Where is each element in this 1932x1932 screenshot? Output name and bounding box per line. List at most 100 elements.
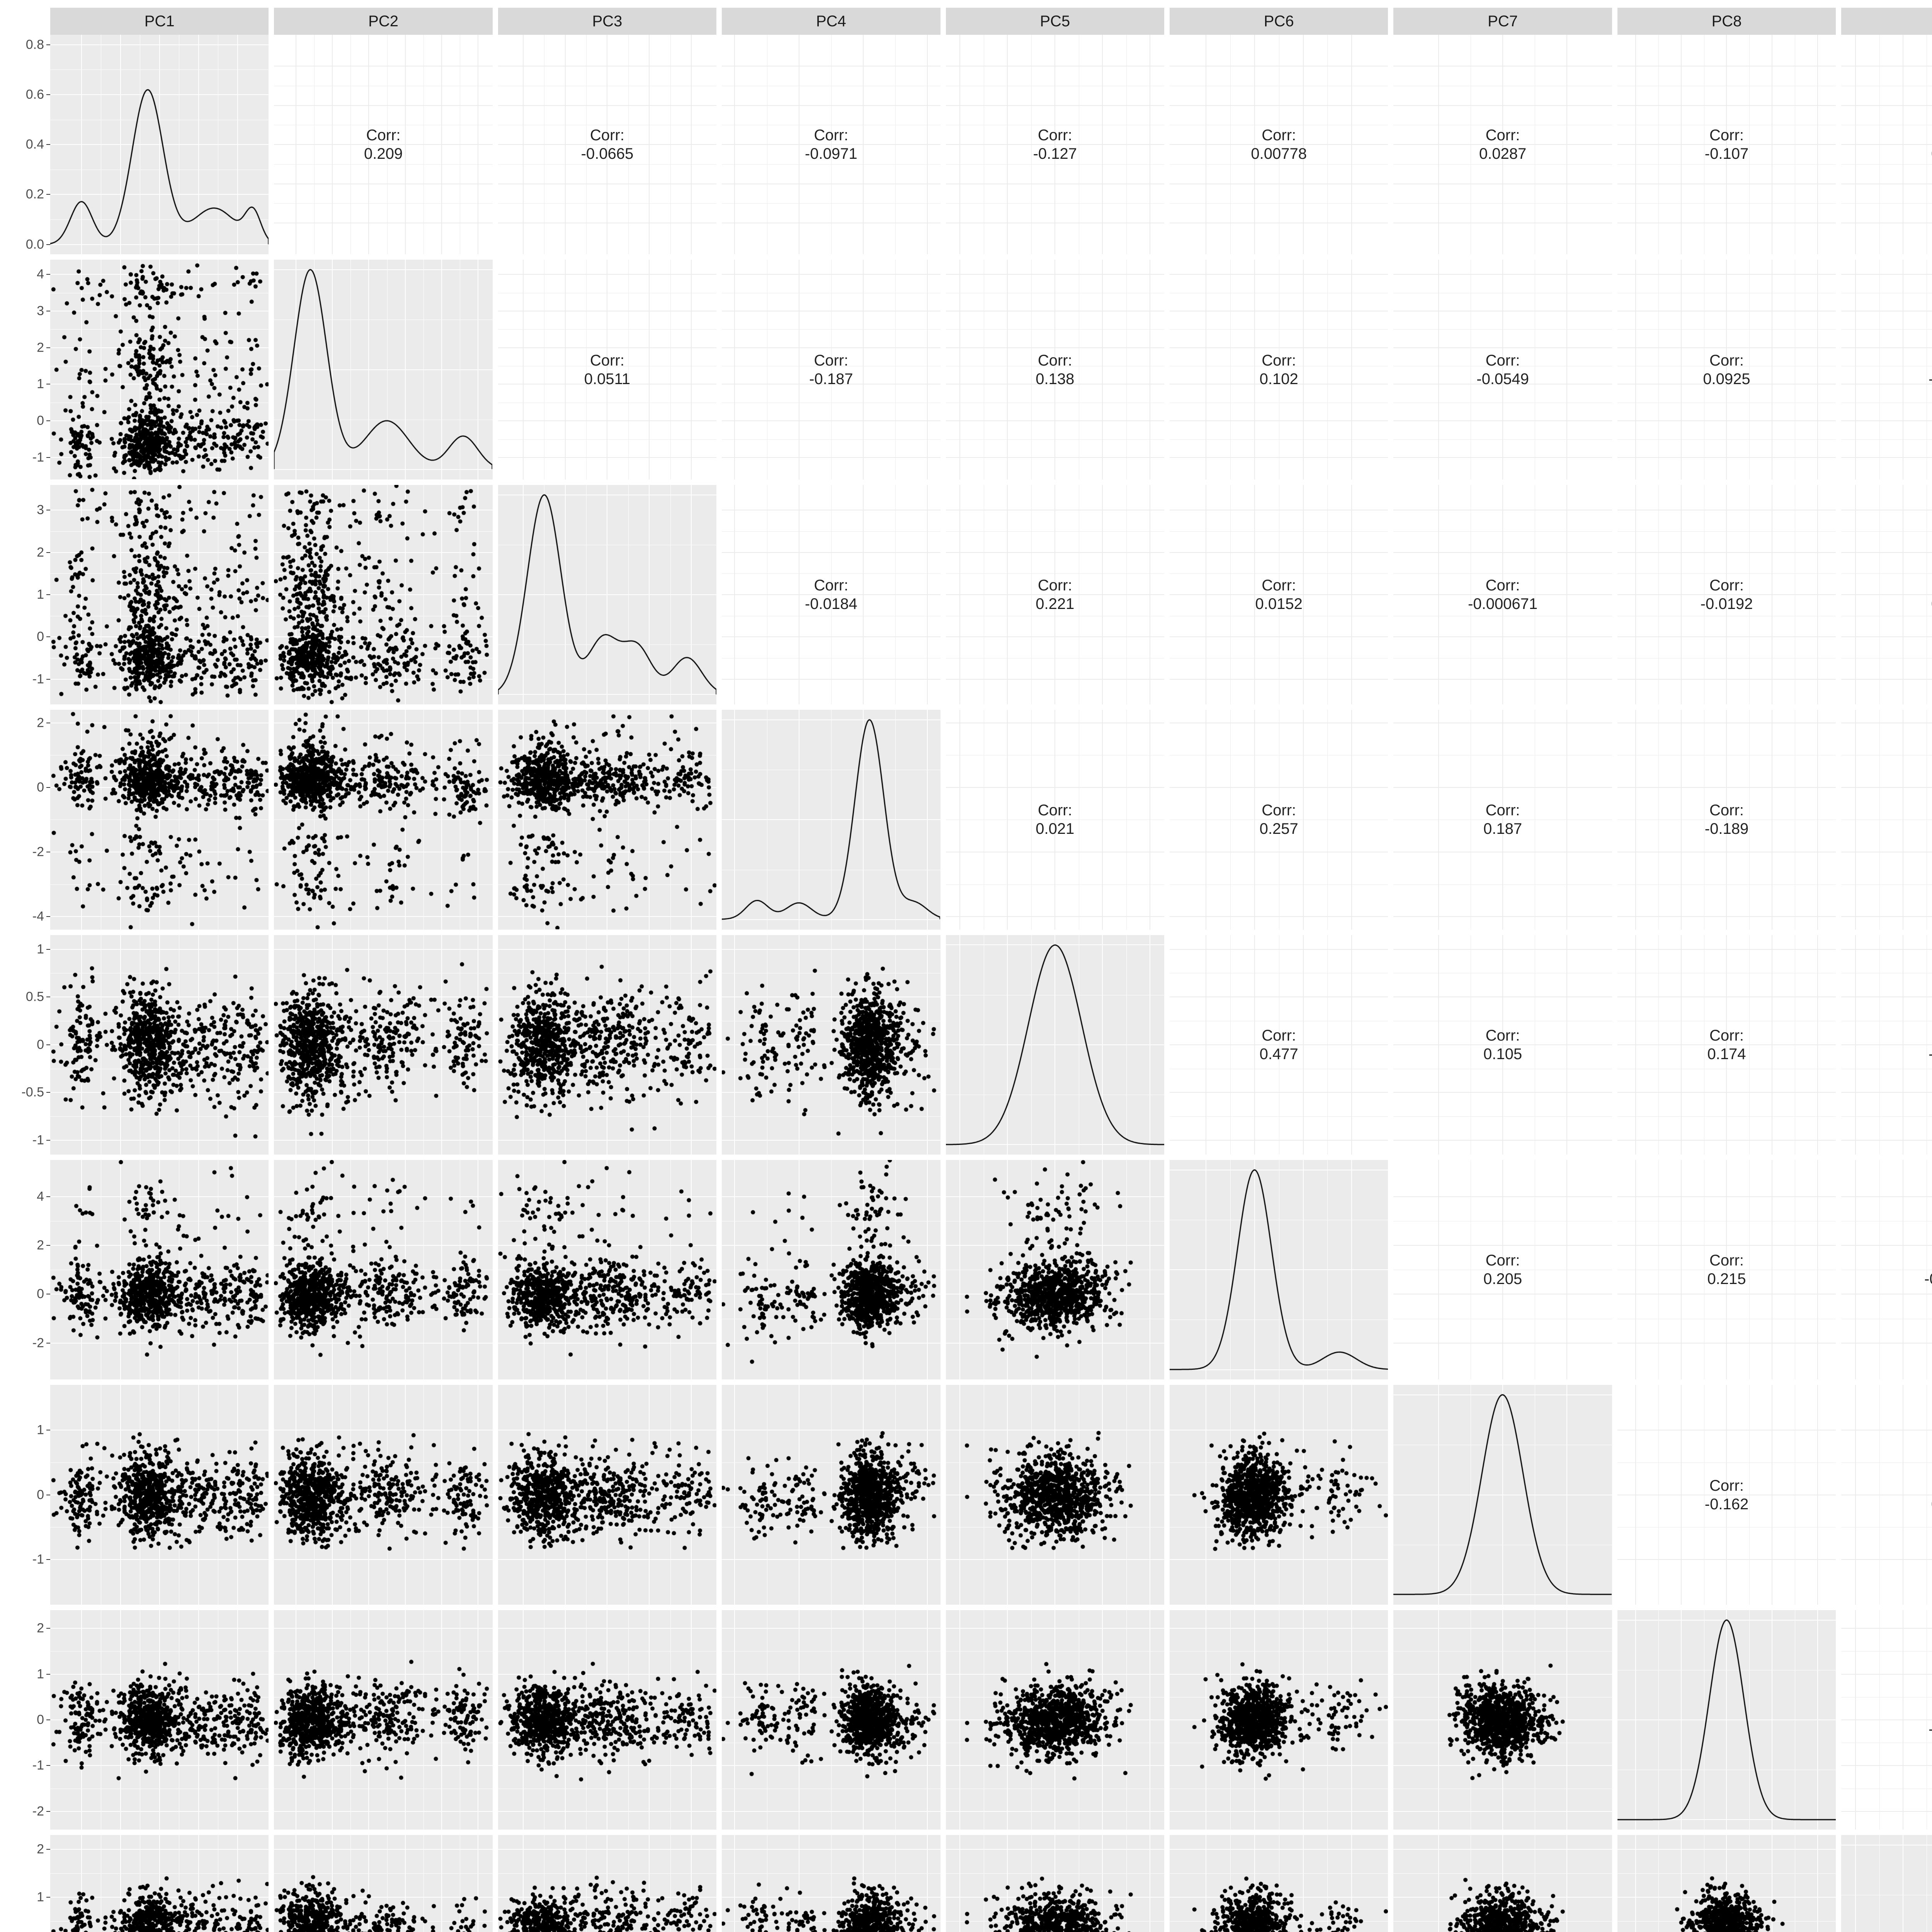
corr-label: Corr:0.477 bbox=[1170, 935, 1388, 1155]
strip-label: PC2 bbox=[368, 13, 398, 30]
scatter-canvas bbox=[498, 935, 716, 1155]
scatter-canvas bbox=[50, 1160, 269, 1379]
panel-PC4-vs-PC9: Corr:-0.12 bbox=[1841, 710, 1932, 929]
y-tick-label: 2 bbox=[37, 1238, 44, 1253]
y-tick-label: 4 bbox=[37, 1189, 44, 1204]
y-tick-label: 3 bbox=[37, 503, 44, 518]
y-tick-label: 2 bbox=[37, 1842, 44, 1857]
panel-PC8-vs-PC4 bbox=[722, 1610, 940, 1830]
strip-label: PC7 bbox=[1488, 13, 1518, 30]
panel-PC3-vs-PC3 bbox=[498, 485, 716, 704]
panel-PC8-vs-PC7 bbox=[1393, 1610, 1612, 1830]
density-canvas bbox=[1170, 1160, 1388, 1379]
panel-PC8-vs-PC9: Corr:-0.095 bbox=[1841, 1610, 1932, 1830]
strip-top-PC2: PC2 bbox=[274, 8, 492, 35]
strip-label: PC1 bbox=[145, 13, 175, 30]
corr-label: Corr:-0.12 bbox=[1841, 710, 1932, 929]
scatter-canvas bbox=[498, 1610, 716, 1830]
strip-label: PC4 bbox=[816, 13, 846, 30]
panel-PC6-vs-PC6 bbox=[1170, 1160, 1388, 1379]
y-tick-label: -1 bbox=[32, 1133, 44, 1148]
y-tick-label: -0.5 bbox=[21, 1085, 44, 1100]
corr-value: 0.00778 bbox=[1251, 145, 1307, 163]
corr-label-text: Corr: bbox=[1262, 351, 1296, 370]
panel-PC2-vs-PC9: Corr:-0.334 bbox=[1841, 260, 1932, 479]
strip-label: PC6 bbox=[1264, 13, 1294, 30]
panel-PC8-vs-PC1 bbox=[50, 1610, 269, 1830]
panel-PC4-vs-PC1 bbox=[50, 710, 269, 929]
panel-PC5-vs-PC7: Corr:0.105 bbox=[1393, 935, 1612, 1155]
panel-PC4-vs-PC8: Corr:-0.189 bbox=[1617, 710, 1836, 929]
panel-PC4-vs-PC5: Corr:0.021 bbox=[946, 710, 1164, 929]
y-tick-label: 0 bbox=[37, 1713, 44, 1728]
panel-PC1-vs-PC9: Corr:0.153 bbox=[1841, 35, 1932, 254]
y-tick-label: 1 bbox=[37, 587, 44, 602]
scatter-canvas bbox=[722, 935, 940, 1155]
y-tick-label: 0 bbox=[37, 1037, 44, 1052]
strip-top-PC6: PC6 bbox=[1170, 8, 1388, 35]
corr-label: Corr:-0.095 bbox=[1841, 1610, 1932, 1830]
corr-label: Corr:0.138 bbox=[946, 260, 1164, 479]
corr-label: Corr:-0.0184 bbox=[722, 485, 940, 704]
panel-PC3-vs-PC2 bbox=[274, 485, 492, 704]
panel-PC8-vs-PC8 bbox=[1617, 1610, 1836, 1830]
y-tick-label: 0 bbox=[37, 1487, 44, 1502]
corr-value: -0.127 bbox=[1033, 145, 1077, 163]
panel-PC7-vs-PC6 bbox=[1170, 1385, 1388, 1604]
panel-PC7-vs-PC4 bbox=[722, 1385, 940, 1604]
panel-PC7-vs-PC5 bbox=[946, 1385, 1164, 1604]
corr-label-text: Corr: bbox=[1709, 126, 1744, 145]
scatter-canvas bbox=[274, 710, 492, 929]
panel-PC6-vs-PC7: Corr:0.205 bbox=[1393, 1160, 1612, 1379]
corr-label-text: Corr: bbox=[1262, 801, 1296, 820]
corr-label: Corr:0.215 bbox=[1617, 1160, 1836, 1379]
corr-label: Corr:0.128 bbox=[1841, 1385, 1932, 1604]
y-tick-label: 1 bbox=[37, 1889, 44, 1905]
y-tick-label: 0.8 bbox=[26, 37, 44, 52]
corr-value: -0.334 bbox=[1929, 370, 1932, 388]
y-tick-label: 0 bbox=[37, 629, 44, 645]
corr-label: Corr:-0.187 bbox=[722, 260, 940, 479]
y-tick-label: 0 bbox=[37, 780, 44, 795]
scatter-canvas bbox=[274, 485, 492, 704]
corr-value: -0.000671 bbox=[1468, 595, 1537, 613]
corr-value: 0.105 bbox=[1483, 1045, 1522, 1063]
density-canvas bbox=[1617, 1610, 1836, 1830]
corr-label: Corr:-0.189 bbox=[1617, 710, 1836, 929]
panel-PC5-vs-PC2 bbox=[274, 935, 492, 1155]
panel-PC2-vs-PC6: Corr:0.102 bbox=[1170, 260, 1388, 479]
corr-label: Corr:-0.013 bbox=[1841, 935, 1932, 1155]
panel-PC3-vs-PC9: Corr:0.127 bbox=[1841, 485, 1932, 704]
y-tick-label: 0 bbox=[37, 413, 44, 429]
panel-PC4-vs-PC6: Corr:0.257 bbox=[1170, 710, 1388, 929]
corr-value: -0.0192 bbox=[1701, 595, 1753, 613]
scatter-canvas bbox=[50, 1610, 269, 1830]
corr-value: 0.187 bbox=[1483, 820, 1522, 838]
scatter-canvas bbox=[1170, 1610, 1388, 1830]
panel-PC2-vs-PC8: Corr:0.0925 bbox=[1617, 260, 1836, 479]
corr-label: Corr:-0.0192 bbox=[1617, 485, 1836, 704]
corr-label: Corr:0.257 bbox=[1170, 710, 1388, 929]
panel-PC5-vs-PC1 bbox=[50, 935, 269, 1155]
strip-top-PC5: PC5 bbox=[946, 8, 1164, 35]
scatter-canvas bbox=[946, 1610, 1164, 1830]
scatter-canvas bbox=[1393, 1610, 1612, 1830]
y-tick-label: 1 bbox=[37, 942, 44, 957]
corr-label: Corr:-0.0549 bbox=[1393, 260, 1612, 479]
corr-label-text: Corr: bbox=[1486, 1251, 1520, 1270]
scatter-canvas bbox=[1617, 1835, 1836, 1932]
corr-label: Corr:0.021 bbox=[946, 710, 1164, 929]
corr-value: 0.257 bbox=[1260, 820, 1298, 838]
corr-value: -0.189 bbox=[1705, 820, 1748, 838]
corr-label: Corr:0.0152 bbox=[1170, 485, 1388, 704]
panel-PC5-vs-PC6: Corr:0.477 bbox=[1170, 935, 1388, 1155]
panel-PC1-vs-PC8: Corr:-0.107 bbox=[1617, 35, 1836, 254]
y-tick-label: 2 bbox=[37, 715, 44, 730]
strip-label: PC8 bbox=[1712, 13, 1742, 30]
panel-PC8-vs-PC3 bbox=[498, 1610, 716, 1830]
corr-label: Corr:0.209 bbox=[274, 35, 492, 254]
corr-label-text: Corr: bbox=[1038, 576, 1072, 595]
strip-label: PC3 bbox=[592, 13, 622, 30]
density-canvas bbox=[498, 485, 716, 704]
panel-PC5-vs-PC9: Corr:-0.013 bbox=[1841, 935, 1932, 1155]
